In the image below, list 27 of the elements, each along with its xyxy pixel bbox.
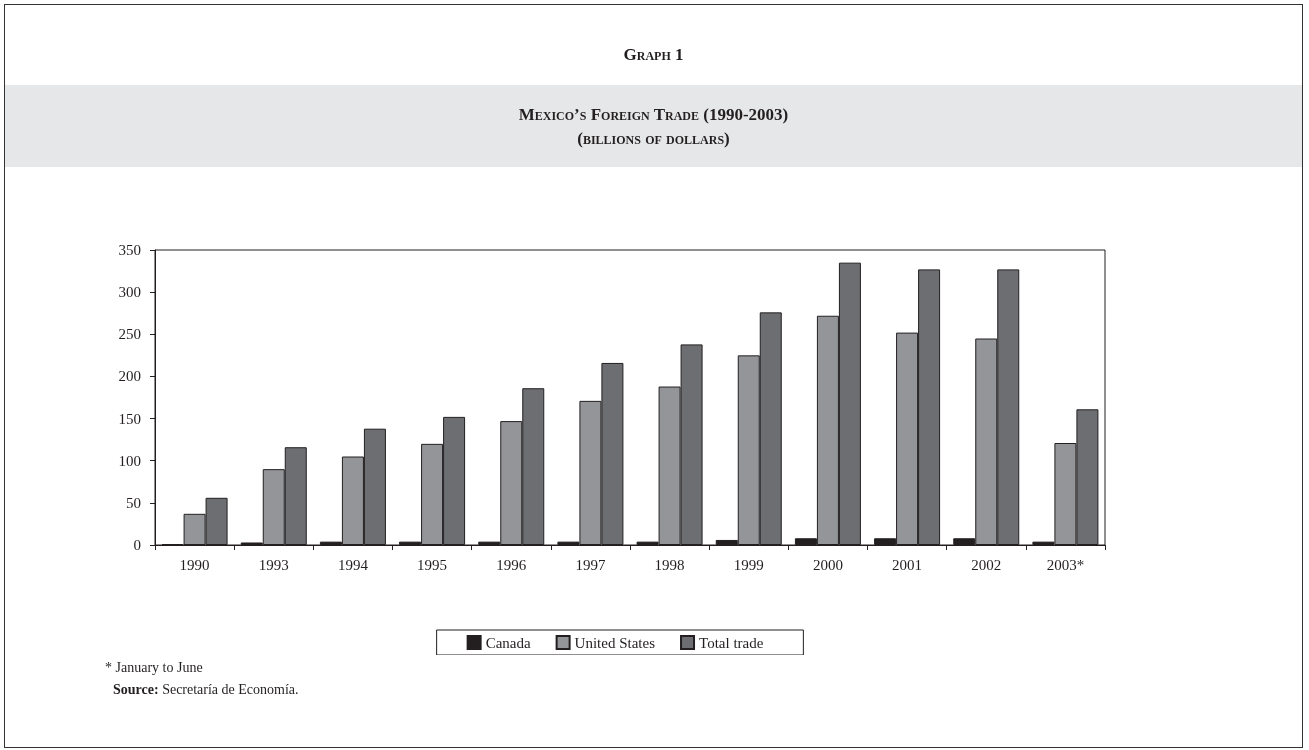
y-tick-label: 100 xyxy=(118,452,141,469)
x-tick-label: 1999 xyxy=(733,556,764,573)
source-note: Source: Secretaría de Economía. xyxy=(112,681,299,699)
chart-title: Mexico’s Foreign Trade (1990-2003) (billions of dollars) xyxy=(5,85,1302,167)
x-tick-label: 2003* xyxy=(1046,556,1085,573)
legend-label: Canada xyxy=(485,634,531,651)
y-tick-label: 250 xyxy=(118,326,141,343)
x-tick-label: 2000 xyxy=(812,556,843,573)
x-tick-label: 1998 xyxy=(654,556,685,573)
y-tick-label: 350 xyxy=(118,242,141,258)
y-tick-label: 0 xyxy=(133,537,141,553)
text: * January to June xyxy=(105,659,204,677)
legend-label: Total trade xyxy=(699,634,764,651)
x-tick-label: 2002 xyxy=(971,556,1002,573)
y-tick-label: 300 xyxy=(118,284,141,301)
x-tick-label: 1993 xyxy=(258,556,289,573)
x-tick-label: 2001 xyxy=(892,556,923,573)
x-tick-label: 1995 xyxy=(417,556,448,573)
y-tick-label: 200 xyxy=(118,368,141,385)
y-tick-label: 150 xyxy=(118,410,141,427)
x-tick-label: 1997 xyxy=(575,556,606,573)
legend-label: United States xyxy=(574,634,656,651)
x-tick-label: 1996 xyxy=(496,556,527,573)
x-tick-label: 1994 xyxy=(337,556,369,573)
x-tick-label: 1990 xyxy=(179,556,210,573)
chart-subtitle: Graph 1 xyxy=(622,45,685,66)
y-tick-label: 50 xyxy=(126,494,141,511)
